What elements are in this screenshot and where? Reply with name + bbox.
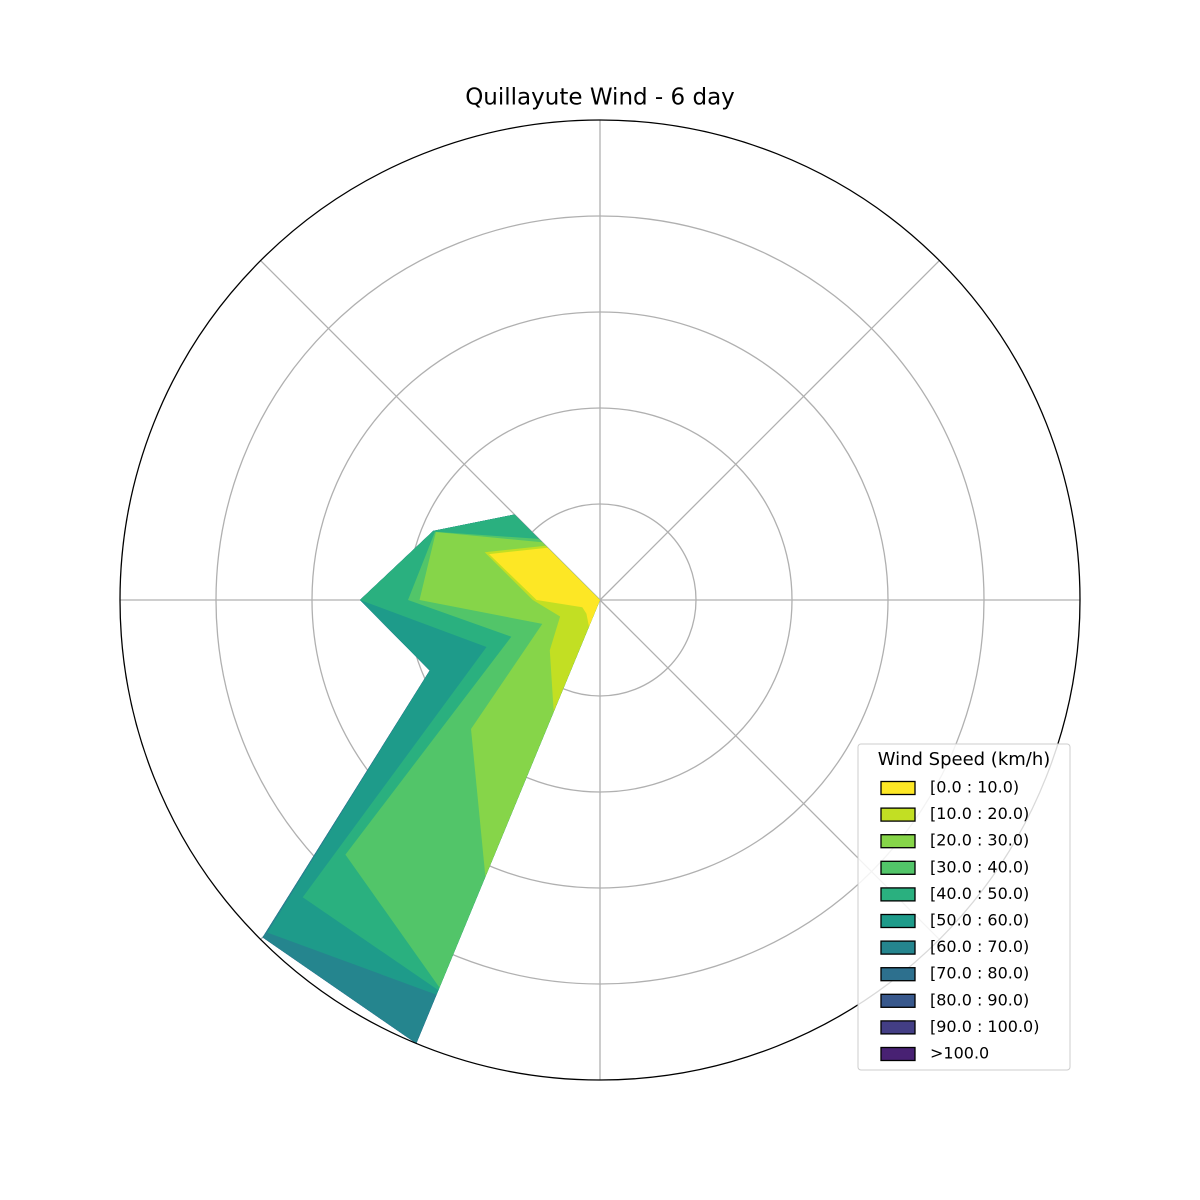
grid-spoke (599, 260, 940, 601)
legend-label: [50.0 : 60.0) (930, 911, 1029, 930)
legend-swatch (880, 940, 916, 955)
legend-swatch (880, 834, 916, 849)
legend-label: [0.0 : 10.0) (930, 778, 1019, 797)
legend-label: [20.0 : 30.0) (930, 831, 1029, 850)
chart-title: Quillayute Wind - 6 day (465, 85, 735, 111)
legend-swatch (880, 887, 916, 902)
legend-label: >100.0 (930, 1044, 989, 1063)
legend-label: [30.0 : 40.0) (930, 857, 1029, 876)
legend-label: [10.0 : 20.0) (930, 804, 1029, 823)
legend-title: Wind Speed (km/h) (878, 749, 1051, 770)
legend-label: [40.0 : 50.0) (930, 884, 1029, 903)
legend-label: [70.0 : 80.0) (930, 964, 1029, 983)
legend-swatch (880, 1046, 916, 1062)
legend-swatch (880, 993, 916, 1008)
legend-box (857, 743, 1071, 1071)
legend-swatch (880, 860, 916, 875)
marks (262, 514, 600, 1044)
legend-swatch (880, 967, 916, 982)
axis-frame (119, 119, 1081, 1081)
legend-swatch (880, 913, 916, 929)
legend-label: [90.0 : 100.0) (930, 1017, 1039, 1036)
wind-band (419, 532, 600, 877)
legend-swatch (880, 780, 916, 796)
wind-band (489, 547, 600, 627)
legend: Wind Speed (km/h) [0.0 : 10.0) [10.0 : 20… (857, 743, 1071, 1071)
legend-label: [60.0 : 70.0) (930, 937, 1029, 956)
legend-label: [80.0 : 90.0) (930, 990, 1029, 1009)
legend-swatch (880, 807, 916, 822)
legend-swatch (880, 1020, 916, 1035)
